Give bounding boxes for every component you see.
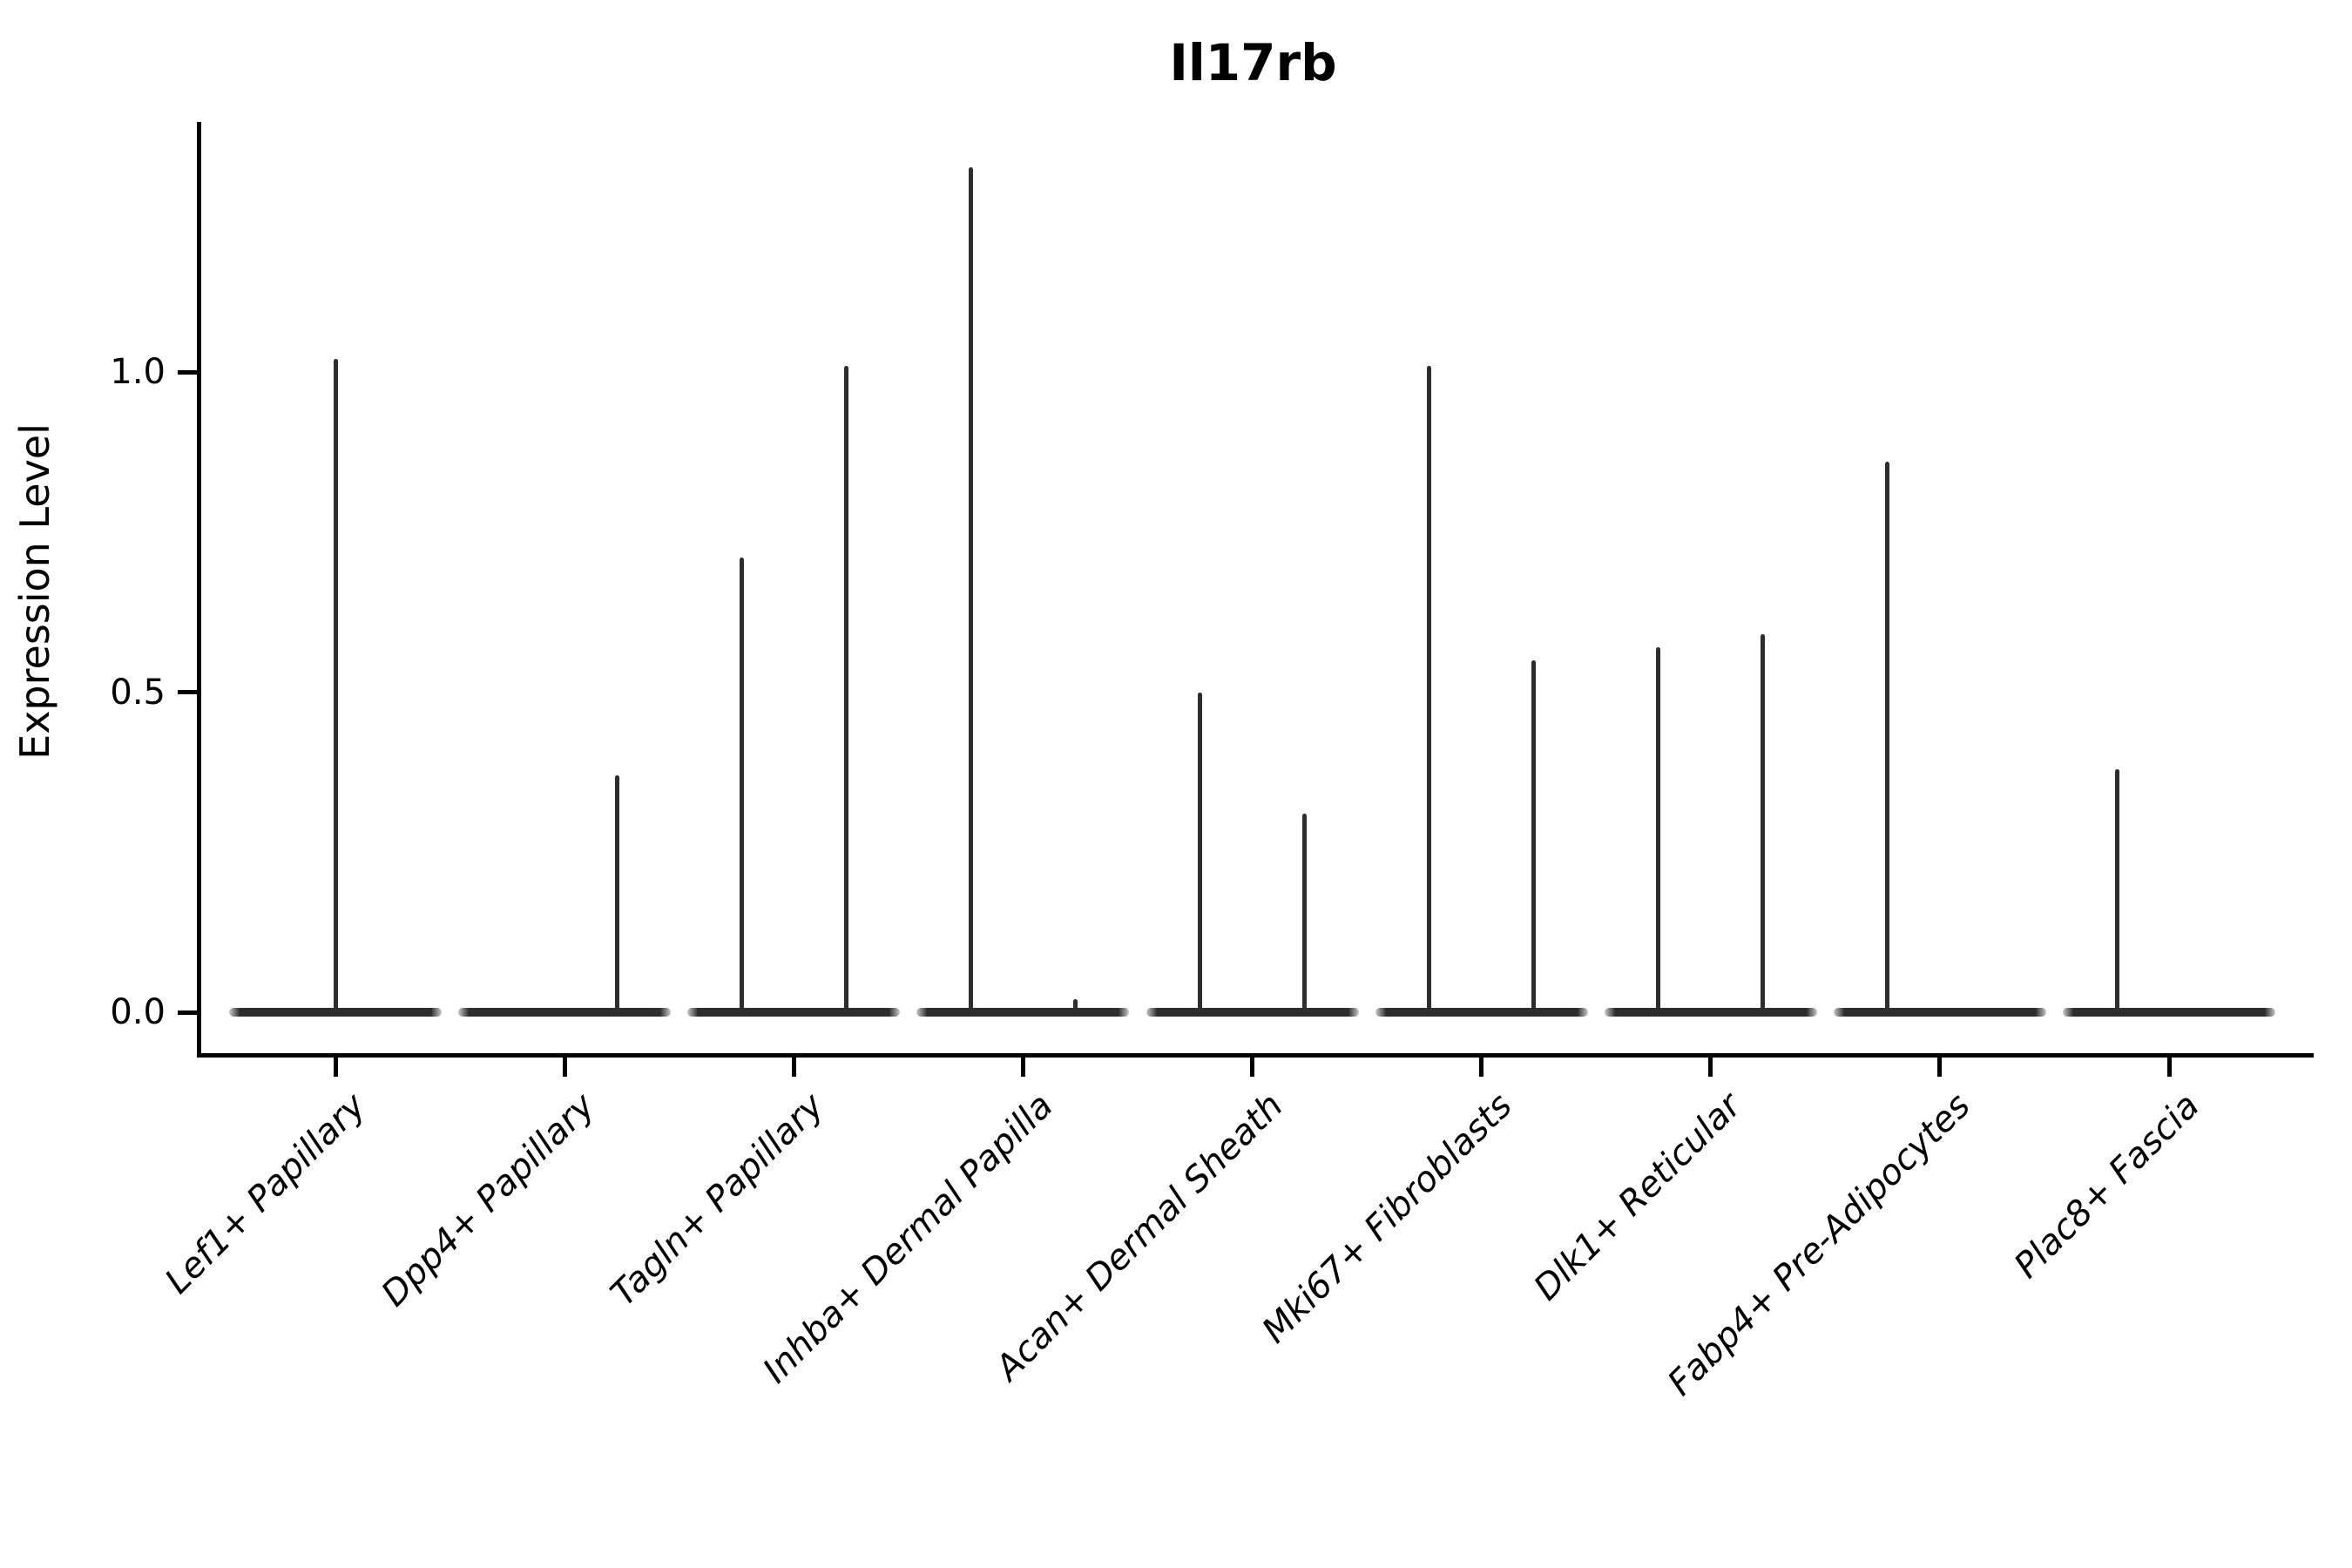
x-tick-label: Inhba+ Dermal Papilla [755,1085,1062,1391]
violin-body [2063,1008,2275,1017]
violin-spike [968,166,973,1012]
x-tick-mark [333,1056,338,1077]
x-tick-mark [791,1056,796,1077]
y-tick-label: 0.0 [110,992,166,1032]
violin-spike [1072,999,1078,1012]
violin-body [916,1008,1130,1017]
violin-body [687,1008,901,1017]
y-tick-mark [178,369,197,375]
violin-spike [1531,659,1537,1012]
violin-spike [333,359,338,1012]
x-tick-mark [1708,1056,1713,1077]
violin-spike [1885,461,1890,1012]
x-tick-mark [1937,1056,1943,1077]
violin-body [229,1008,442,1017]
x-tick-mark [562,1056,567,1077]
x-tick-label: Plac8+ Fascia [2006,1085,2207,1287]
violin-spike [739,558,744,1012]
y-axis-label: Expression Level [11,423,58,760]
chart-title: Il17rb [1169,33,1337,92]
violin-spike [1198,692,1202,1012]
x-tick-label: Acan+ Dermal Sheath [987,1085,1291,1389]
violin-spike [1302,814,1307,1012]
violin-spike [614,775,619,1012]
violin-spike [1656,647,1661,1012]
plot-area [197,122,2314,1058]
x-tick-mark [1020,1056,1025,1077]
y-tick-mark [178,690,197,694]
x-tick-label: Fabp4+ Pre-Adipocytes [1659,1085,1978,1404]
violin-body [1604,1008,1817,1017]
x-tick-label: Mki67+ Fibroblasts [1254,1085,1520,1351]
y-tick-mark [178,1010,197,1015]
y-tick-label: 0.5 [110,672,166,713]
violin-body [458,1008,672,1017]
violin-spike [1761,634,1766,1012]
violin-body [1833,1008,2046,1017]
y-tick-label: 1.0 [110,352,166,392]
violin-body [1146,1008,1359,1017]
x-tick-label: Dpp4+ Papillary [374,1085,603,1315]
x-tick-label: Dlk1+ Reticular [1526,1085,1749,1308]
violin-body [1375,1008,1588,1017]
x-tick-mark [2166,1056,2172,1077]
violin-spike [843,365,848,1012]
x-tick-label: Tagln+ Papillary [603,1085,833,1315]
violin-spike [1427,365,1432,1012]
x-tick-mark [1479,1056,1484,1077]
violin-spike [2114,768,2119,1012]
x-tick-mark [1250,1056,1254,1077]
